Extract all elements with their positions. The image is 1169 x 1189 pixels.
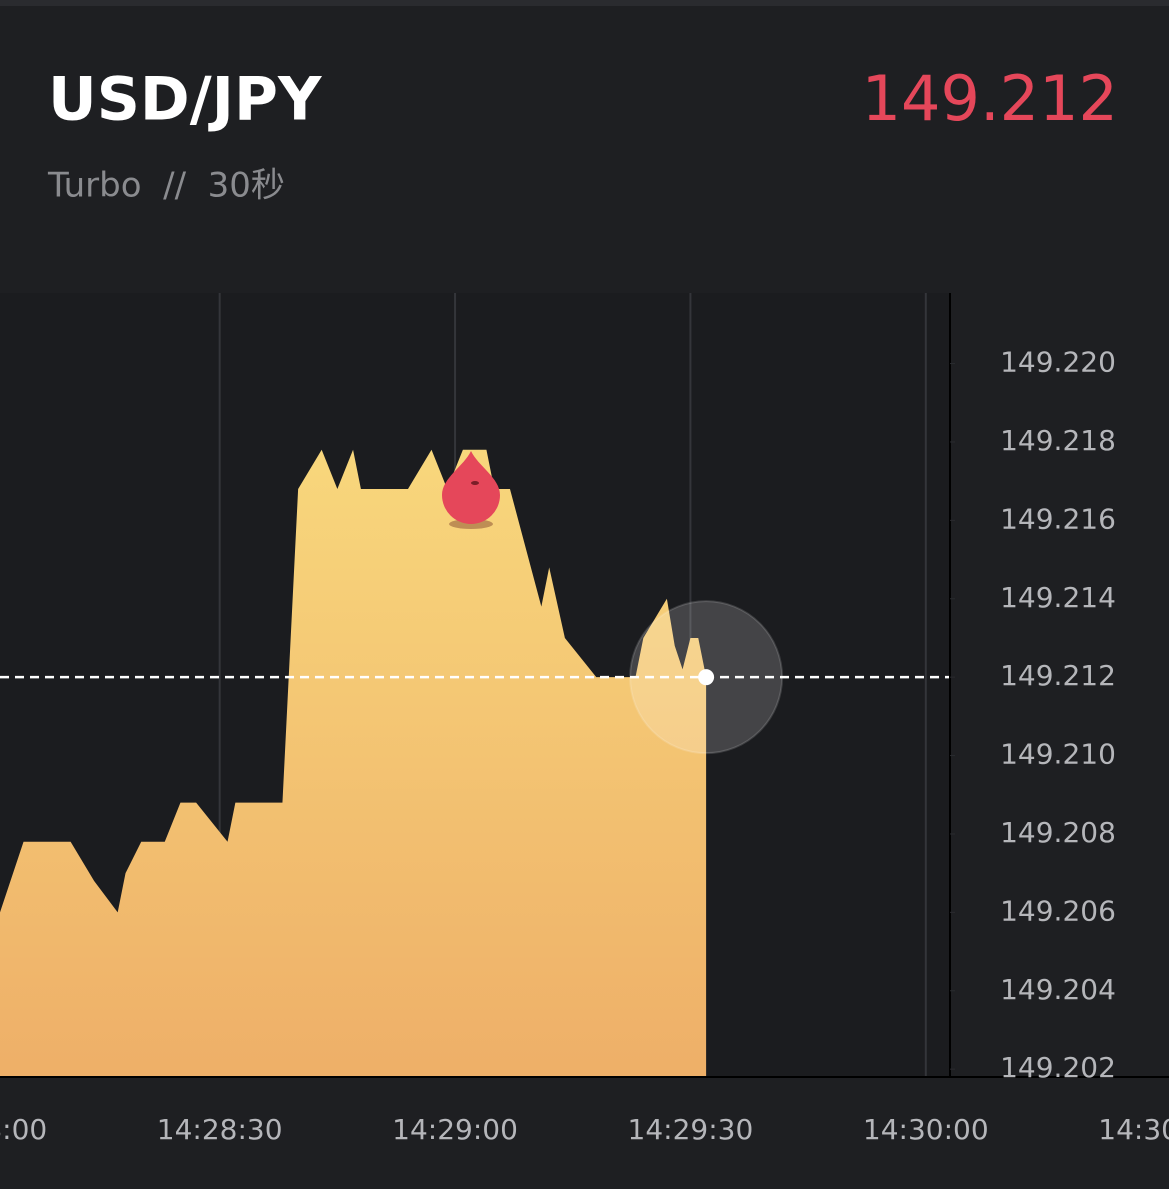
y-tick-label: 149.218 <box>1000 424 1116 457</box>
pair-title: USD/JPY <box>48 65 323 135</box>
subtitle: Turbo // 30秒 <box>47 166 285 206</box>
x-tick-label: 14:29:00 <box>392 1113 518 1146</box>
top-edge <box>0 0 1169 6</box>
marker-dot <box>471 481 479 485</box>
axes: 149.202 149.204 149.206 149.208 149.210 149.2… <box>0 346 1169 1146</box>
y-tick-label: 149.210 <box>1000 738 1116 771</box>
y-tick-label: 149.220 <box>1000 346 1116 379</box>
plot <box>0 293 950 1077</box>
current-price: 149.212 <box>862 62 1118 135</box>
x-tick-label: 14:28:00 <box>0 1113 47 1146</box>
y-tick-label: 149.206 <box>1000 894 1116 927</box>
y-tick-label: 149.212 <box>1000 659 1116 692</box>
y-tick-label: 149.208 <box>1000 816 1116 849</box>
x-tick-label: 14:30:00 <box>863 1113 989 1146</box>
area <box>0 449 707 1077</box>
last-point <box>698 669 715 686</box>
y-tick-label: 149.214 <box>1000 581 1116 614</box>
x-tick-label: 14:29:30 <box>628 1113 754 1146</box>
y-tick-label: 149.216 <box>1000 502 1116 535</box>
trade-marker <box>442 451 500 524</box>
y-tick-label: 149.202 <box>1000 1051 1116 1084</box>
y-tick-label: 149.204 <box>1000 973 1116 1006</box>
x-tick-label: 14:30:30 <box>1098 1113 1169 1146</box>
x-tick-label: 14:28:30 <box>157 1113 283 1146</box>
